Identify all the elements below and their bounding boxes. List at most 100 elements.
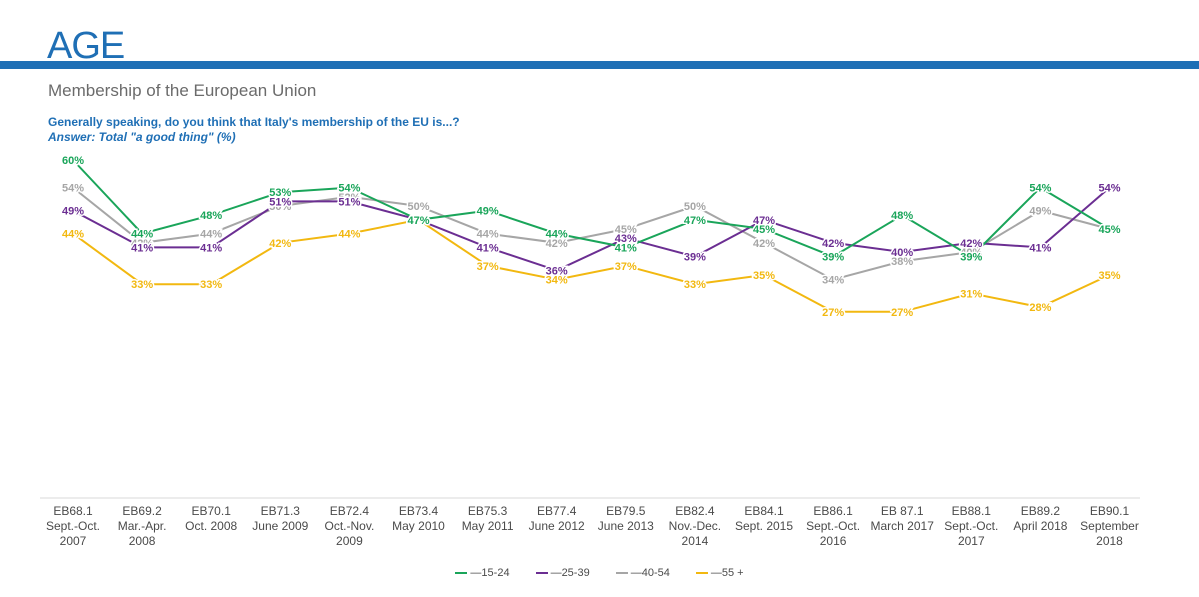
- header-divider: [0, 61, 1199, 69]
- data-label: 27%: [891, 307, 913, 319]
- data-label: 50%: [684, 201, 706, 213]
- data-label: 39%: [822, 252, 844, 264]
- data-label: 60%: [62, 155, 84, 167]
- x-tick-label: EB72.4 Oct.-Nov. 2009: [325, 504, 375, 548]
- data-label: 31%: [960, 288, 982, 300]
- data-label: 42%: [131, 238, 153, 250]
- data-label: 54%: [62, 183, 84, 195]
- data-label: 33%: [684, 279, 706, 291]
- data-label: 48%: [891, 210, 913, 222]
- legend-swatch: [615, 572, 628, 574]
- data-label: 44%: [477, 229, 499, 241]
- data-label: 42%: [546, 238, 568, 250]
- data-label: 45%: [1098, 224, 1120, 236]
- data-label: 43%: [615, 233, 637, 245]
- data-label: 41%: [1029, 242, 1051, 254]
- data-label: 47%: [684, 215, 706, 227]
- x-tick-label: EB69.2 Mar.-Apr. 2008: [118, 504, 167, 548]
- data-label: 47%: [407, 215, 429, 227]
- data-label: 44%: [200, 229, 222, 241]
- data-label: 53%: [269, 187, 291, 199]
- x-tick-label: EB70.1 Oct. 2008: [185, 504, 237, 533]
- survey-answer: Answer: Total "a good thing" (%): [48, 130, 236, 144]
- data-label: 42%: [269, 238, 291, 250]
- data-label: 40%: [960, 247, 982, 259]
- data-label: 49%: [1029, 206, 1051, 218]
- x-tick-label: EB68.1 Sept.-Oct. 2007: [46, 504, 100, 548]
- x-tick-label: EB77.4 June 2012: [529, 504, 585, 533]
- legend-label: —15-24: [470, 567, 510, 579]
- legend-item: —25-39: [535, 567, 590, 579]
- legend-swatch: [695, 572, 708, 574]
- page-title: AGE: [47, 25, 125, 67]
- data-label: 44%: [62, 229, 84, 241]
- x-tick-label: EB86.1 Sept.-Oct. 2016: [806, 504, 860, 548]
- data-label: 34%: [822, 275, 844, 287]
- x-tick-label: EB88.1 Sept.-Oct. 2017: [944, 504, 998, 548]
- series-line-15-24: [72, 159, 1111, 258]
- data-label: 45%: [753, 224, 775, 236]
- data-label: 36%: [546, 265, 568, 277]
- data-label: 48%: [200, 210, 222, 222]
- data-label: 40%: [891, 247, 913, 259]
- x-tick-label: EB75.3 May 2011: [462, 504, 514, 533]
- x-tick-label: EB84.1 Sept. 2015: [735, 504, 793, 533]
- data-label: 51%: [338, 196, 360, 208]
- series-line-55: [72, 218, 1110, 313]
- data-label: 45%: [615, 224, 637, 236]
- data-label: 35%: [753, 270, 775, 282]
- data-label: 38%: [891, 256, 913, 268]
- data-label: 42%: [960, 238, 982, 250]
- chart-subtitle: Membership of the European Union: [48, 81, 317, 100]
- legend-item: —40-54: [615, 567, 670, 579]
- series-line-40-54: [72, 186, 1110, 281]
- data-label: 34%: [546, 275, 568, 287]
- x-tick-label: EB79.5 June 2013: [598, 504, 654, 533]
- data-label: 28%: [1029, 302, 1051, 314]
- data-label: 45%: [1098, 224, 1120, 236]
- data-label: 41%: [131, 242, 153, 254]
- data-label: 37%: [615, 261, 637, 273]
- survey-question: Generally speaking, do you think that It…: [48, 115, 460, 129]
- data-label: 47%: [407, 215, 429, 227]
- data-label: 33%: [131, 279, 153, 291]
- legend-item: —15-24: [455, 567, 510, 579]
- data-label: 27%: [822, 307, 844, 319]
- data-label: 54%: [1098, 183, 1120, 195]
- x-tick-label: EB71.3 June 2009: [252, 504, 308, 533]
- data-label: 44%: [338, 229, 360, 241]
- data-label: 35%: [1098, 270, 1120, 282]
- data-label: 54%: [338, 183, 360, 195]
- data-label: 39%: [684, 252, 706, 264]
- data-label: 52%: [338, 192, 360, 204]
- data-label: 41%: [200, 242, 222, 254]
- data-label: 41%: [477, 242, 499, 254]
- x-tick-label: EB89.2 April 2018: [1013, 504, 1067, 533]
- data-label: 47%: [753, 215, 775, 227]
- series-line-25-39: [72, 186, 1111, 272]
- legend-label: —25-39: [550, 567, 590, 579]
- legend-item: —55 +: [695, 567, 744, 579]
- data-label: 41%: [615, 242, 637, 254]
- data-label: 37%: [477, 261, 499, 273]
- data-label: 47%: [407, 215, 429, 227]
- legend-label: —55 +: [710, 567, 744, 579]
- x-tick-label: EB90.1 September 2018: [1080, 504, 1139, 548]
- x-tick-label: EB73.4 May 2010: [392, 504, 445, 533]
- chart-legend: —15-24 —25-39 —40-54 —55 +: [0, 567, 1199, 579]
- data-label: 49%: [62, 206, 84, 218]
- legend-label: —40-54: [630, 567, 670, 579]
- data-label: 44%: [546, 229, 568, 241]
- data-label: 42%: [822, 238, 844, 250]
- legend-swatch: [455, 572, 468, 574]
- data-label: 39%: [960, 252, 982, 264]
- data-label: 50%: [269, 201, 291, 213]
- x-tick-label: EB82.4 Nov.-Dec. 2014: [669, 504, 721, 548]
- data-label: 49%: [477, 206, 499, 218]
- legend-swatch: [535, 572, 548, 574]
- data-label: 33%: [200, 279, 222, 291]
- data-label: 42%: [753, 238, 775, 250]
- data-label: 44%: [131, 229, 153, 241]
- data-label: 54%: [1029, 183, 1051, 195]
